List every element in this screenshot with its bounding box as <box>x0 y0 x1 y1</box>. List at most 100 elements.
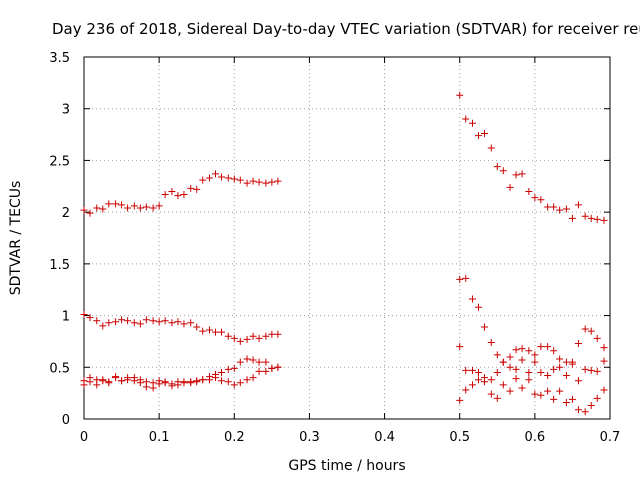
y-tick-label: 1.5 <box>49 258 70 273</box>
data-point <box>243 376 251 384</box>
x-tick-label: 0.1 <box>149 430 170 445</box>
data-point <box>462 274 470 282</box>
data-point <box>105 378 113 386</box>
data-point <box>506 353 514 361</box>
data-point <box>218 377 226 385</box>
data-point <box>499 358 507 366</box>
data-point <box>249 332 257 340</box>
data-point <box>99 322 107 330</box>
data-point <box>268 178 276 186</box>
data-point <box>168 187 176 195</box>
data-point <box>531 358 539 366</box>
data-point <box>255 358 263 366</box>
data-point <box>224 174 232 182</box>
data-point <box>531 390 539 398</box>
data-point <box>130 319 138 327</box>
data-point <box>262 358 270 366</box>
data-point <box>556 206 564 214</box>
series-top <box>80 91 608 224</box>
data-point <box>199 327 207 335</box>
data-point <box>587 214 595 222</box>
data-point <box>193 185 201 193</box>
data-point <box>130 377 138 385</box>
data-point <box>512 375 520 383</box>
y-tick-label: 3 <box>62 103 70 118</box>
x-tick-label: 0.6 <box>525 430 546 445</box>
data-point <box>525 368 533 376</box>
data-point <box>544 203 552 211</box>
data-points <box>80 91 608 416</box>
data-point <box>105 319 113 327</box>
data-point <box>600 216 608 224</box>
data-point <box>112 318 120 326</box>
data-point <box>544 343 552 351</box>
data-point <box>86 374 94 382</box>
x-tick-label: 0 <box>80 430 88 445</box>
data-point <box>193 377 201 385</box>
x-tick-label: 0.5 <box>449 430 470 445</box>
data-point <box>556 355 564 363</box>
data-point <box>506 183 514 191</box>
series-lower-b <box>80 363 608 416</box>
data-point <box>493 394 501 402</box>
data-point <box>80 381 88 389</box>
y-tick-label: 0 <box>62 413 70 428</box>
data-point <box>581 325 589 333</box>
data-point <box>224 332 232 340</box>
data-point <box>212 328 219 336</box>
data-point <box>243 355 251 363</box>
y-tick-label: 1 <box>62 310 70 325</box>
data-point <box>506 363 514 371</box>
data-point <box>468 119 476 127</box>
x-tick-label: 0.2 <box>224 430 245 445</box>
data-point <box>568 358 576 366</box>
y-tick-label: 2.5 <box>49 154 70 169</box>
data-point <box>562 205 570 213</box>
data-point <box>537 391 545 399</box>
data-point <box>581 408 589 416</box>
data-point <box>118 377 126 385</box>
data-point <box>230 364 238 372</box>
data-point <box>468 381 476 389</box>
data-point <box>124 374 132 382</box>
data-point <box>224 365 232 373</box>
data-point <box>475 376 482 384</box>
data-point <box>512 365 520 373</box>
data-point <box>481 323 489 331</box>
data-point <box>174 318 182 326</box>
data-point <box>193 323 201 331</box>
data-point <box>574 406 582 414</box>
data-point <box>118 201 126 209</box>
data-point <box>93 381 101 389</box>
data-point <box>230 381 238 389</box>
data-point <box>255 178 263 186</box>
data-point <box>136 376 144 384</box>
data-point <box>462 115 470 123</box>
data-point <box>180 191 188 199</box>
data-point <box>581 212 589 220</box>
data-point <box>149 204 157 212</box>
data-point <box>487 338 495 346</box>
data-point <box>487 144 495 152</box>
data-point <box>593 215 601 223</box>
data-point <box>161 191 169 199</box>
data-point <box>112 373 120 381</box>
data-point <box>212 374 219 382</box>
data-point <box>499 381 507 389</box>
data-point <box>187 379 195 387</box>
data-point <box>224 378 232 386</box>
data-point <box>456 91 464 99</box>
data-point <box>518 356 526 364</box>
data-point <box>475 303 482 311</box>
data-point <box>537 343 545 351</box>
data-point <box>468 295 476 303</box>
data-point <box>274 363 282 371</box>
x-tick-label: 0.3 <box>299 430 320 445</box>
data-point <box>199 376 207 384</box>
data-point <box>525 347 533 355</box>
data-point <box>212 170 219 178</box>
data-point <box>518 170 526 178</box>
data-point <box>544 387 552 395</box>
data-point <box>593 334 601 342</box>
data-point <box>262 332 270 340</box>
